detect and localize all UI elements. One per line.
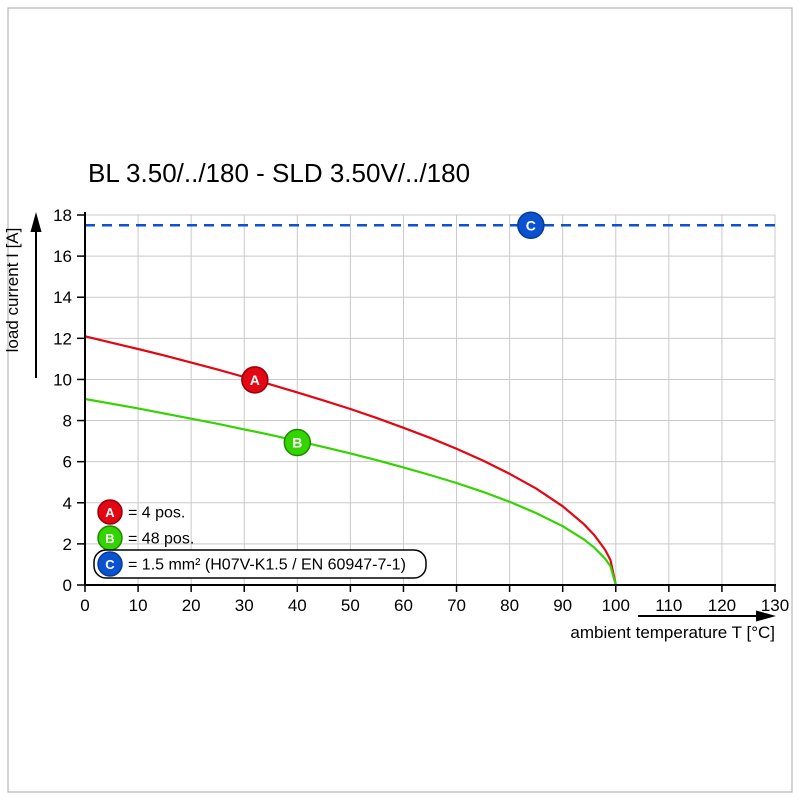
legend-label-C: = 1.5 mm² (H07V-K1.5 / EN 60947-7-1): [128, 557, 406, 574]
legend-circle-C: [97, 551, 123, 577]
y-tick-label: 8: [63, 412, 72, 431]
y-tick-label: 10: [53, 370, 72, 389]
legend-box-C: [93, 549, 427, 579]
legend-label-A: = 4 pos.: [128, 505, 185, 522]
legend-letter-C: C: [105, 557, 115, 572]
x-tick-label: 30: [235, 596, 254, 615]
x-tick-label: 40: [288, 596, 307, 615]
y-axis-label: load current I [A]: [3, 228, 22, 353]
curves: [84, 224, 775, 586]
marker-circle-A: [241, 366, 269, 394]
x-axis-label: ambient temperature T [°C]: [570, 623, 775, 642]
y-arrow-head: [30, 212, 42, 232]
x-tick-label: 130: [761, 596, 789, 615]
marker-letter-A: A: [250, 372, 260, 388]
y-tick-label: 18: [53, 206, 72, 225]
legend-letter-B: B: [105, 531, 114, 546]
y-tick-label: 4: [63, 494, 72, 513]
x-tick-label: 50: [341, 596, 360, 615]
axes: [84, 212, 776, 586]
x-tick-label: 100: [602, 596, 630, 615]
curve-A: [84, 335, 617, 586]
x-tick-label: 110: [655, 596, 682, 615]
legend-letter-A: A: [105, 505, 115, 520]
ticks: 0 10 20 30 40 50 60 70 80 90 100 110 120 130 0 2 4 6 8 10 12…: [53, 206, 789, 615]
y-tick-label: 0: [63, 576, 72, 595]
x-tick-label: 70: [447, 596, 466, 615]
x-tick-label: 90: [553, 596, 572, 615]
y-tick-label: 16: [53, 247, 72, 266]
x-axis-arrow: [638, 610, 776, 622]
marker-letter-C: C: [526, 217, 536, 233]
y-tick-label: 6: [63, 453, 72, 472]
x-arrow-head: [756, 610, 776, 622]
chart-title: BL 3.50/../180 - SLD 3.50V/../180: [88, 158, 470, 188]
x-tick-label: 0: [80, 596, 89, 615]
curve-B: [84, 397, 617, 586]
x-tick-label: 120: [708, 596, 736, 615]
y-axis-arrow: [30, 212, 42, 378]
grid: [85, 214, 776, 585]
marker-circle-B: [283, 428, 312, 457]
y-tick-label: 12: [53, 329, 72, 348]
x-tick-label: 20: [182, 596, 201, 615]
x-tick-label: 80: [500, 596, 519, 615]
legend: A = 4 pos. B = 48 pos. C = 1.5 mm² (H07V-K1.5…: [93, 499, 427, 579]
legend-circle-A: [97, 499, 123, 525]
x-tick-label: 10: [129, 596, 148, 615]
x-tick-label: 60: [394, 596, 413, 615]
legend-label-B: = 48 pos.: [128, 531, 194, 548]
marker-circle-C: [517, 211, 545, 240]
curve-markers: A B C: [241, 211, 545, 457]
y-tick-label: 14: [53, 288, 72, 307]
page-border: [7, 7, 793, 793]
y-tick-label: 2: [63, 535, 72, 554]
marker-letter-B: B: [292, 435, 302, 451]
